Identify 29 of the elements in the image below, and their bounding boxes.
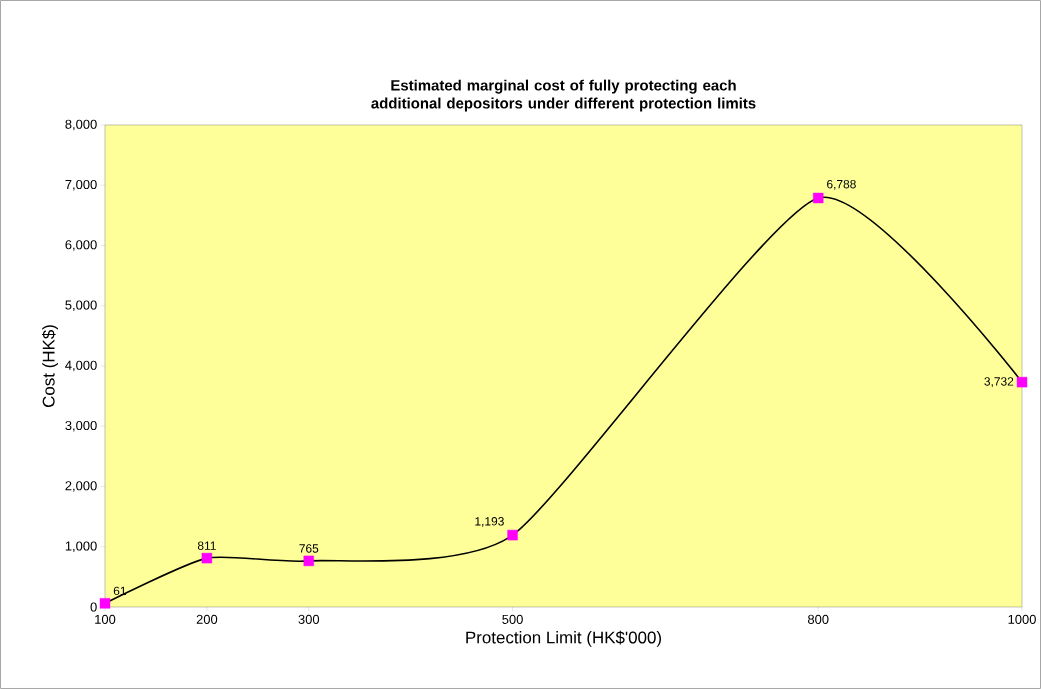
y-tick-label: 4,000 bbox=[65, 360, 97, 372]
data-label: 1,193 bbox=[475, 517, 504, 527]
point bbox=[201, 552, 213, 564]
point bbox=[99, 598, 111, 609]
x-tick-label: 1000 bbox=[1008, 614, 1036, 624]
y-tick-label: 6,000 bbox=[65, 240, 97, 251]
y-tick-label: 1,000 bbox=[65, 541, 97, 553]
y-axis-title: Cost (HK$) bbox=[41, 325, 58, 408]
point bbox=[1016, 376, 1028, 388]
point bbox=[507, 529, 518, 541]
data-label: 6,788 bbox=[827, 179, 856, 190]
y-tick-label: 7,000 bbox=[65, 179, 97, 191]
y-tick-label: 2,000 bbox=[65, 481, 97, 492]
x-axis-title: Protection Limit (HK$'000) bbox=[466, 630, 661, 647]
data-label: 811 bbox=[197, 541, 216, 550]
y-tick-label: 0 bbox=[90, 602, 97, 612]
y-tick-label: 3,000 bbox=[65, 420, 97, 432]
x-tick-label: 200 bbox=[196, 614, 218, 624]
x-tick-label: 800 bbox=[807, 614, 829, 624]
data-label: 3,732 bbox=[984, 377, 1014, 388]
x-tick-label: 100 bbox=[95, 614, 116, 624]
y-tick-label: 8,000 bbox=[65, 119, 97, 131]
point bbox=[813, 192, 824, 204]
data-label: 765 bbox=[299, 544, 319, 553]
point bbox=[303, 555, 314, 567]
y-tick-label: 5,000 bbox=[65, 300, 97, 312]
x-tick-label: 500 bbox=[502, 614, 523, 624]
x-tick-label: 300 bbox=[298, 614, 320, 624]
chart-title: Estimated marginal cost of fully protecting each additional depositors under different protection limits bbox=[371, 79, 756, 112]
